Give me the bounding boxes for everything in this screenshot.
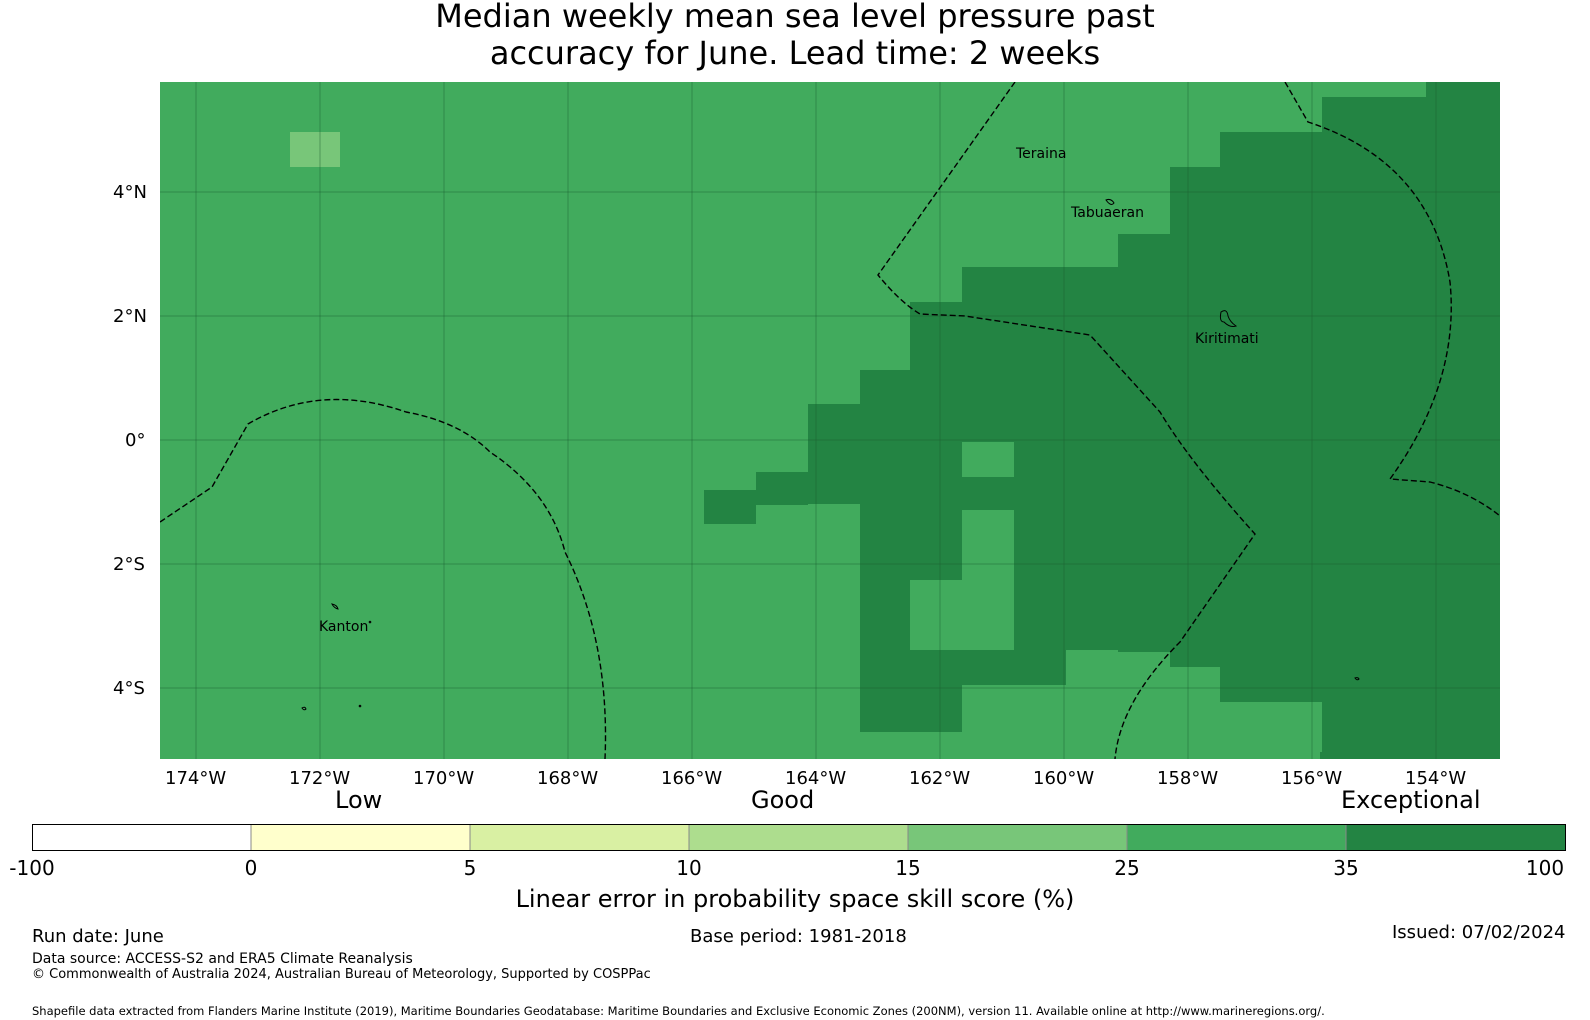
graticule bbox=[160, 82, 1500, 759]
good-skill-patches bbox=[910, 442, 1320, 759]
colorbar-tick-0: 0 bbox=[244, 856, 258, 880]
colorbar-label: Linear error in probability space skill … bbox=[515, 885, 1075, 913]
eez-boundaries bbox=[160, 82, 1500, 759]
colorbar-tick-100: 100 bbox=[1525, 856, 1565, 880]
island-small-4 bbox=[358, 704, 362, 708]
colorbar-category-exceptional: Exceptional bbox=[1341, 786, 1481, 814]
island-tabuaeran bbox=[1105, 198, 1115, 205]
issued-date: Issued: 07/02/2024 bbox=[1392, 922, 1566, 943]
lon-label-170w: 170°W bbox=[413, 768, 475, 789]
place-label-tabuaeran: Tabuaeran bbox=[1071, 205, 1144, 221]
colorbar-bin-25-35 bbox=[1127, 824, 1346, 851]
lat-label-2s: 2°S bbox=[113, 554, 145, 575]
lat-label-0: 0° bbox=[125, 430, 146, 451]
island-kanton bbox=[331, 603, 339, 610]
lon-label-158w: 158°W bbox=[1157, 768, 1219, 789]
island-small-2 bbox=[1354, 677, 1360, 681]
lon-label-160w: 160°W bbox=[1033, 768, 1095, 789]
islands bbox=[301, 198, 1360, 711]
colorbar-tick-15: 15 bbox=[895, 856, 921, 880]
shapefile-attribution: Shapefile data extracted from Flanders M… bbox=[32, 1004, 1325, 1018]
colorbar-bin-0-5 bbox=[251, 824, 470, 851]
colorbar-bin-neg100-0 bbox=[32, 824, 251, 851]
island-kiritimati bbox=[1219, 310, 1238, 327]
title-line-1: Median weekly mean sea level pressure pa… bbox=[435, 0, 1155, 35]
lat-label-4n: 4°N bbox=[113, 182, 147, 203]
colorbar-category-good: Good bbox=[751, 786, 815, 814]
lon-label-168w: 168°W bbox=[537, 768, 599, 789]
map-panel bbox=[160, 82, 1500, 759]
colorbar-tick-35: 35 bbox=[1333, 856, 1359, 880]
lon-label-154w: 154°W bbox=[1405, 768, 1467, 789]
colorbar-category-low: Low bbox=[335, 786, 383, 814]
lat-label-2n: 2°N bbox=[113, 306, 147, 327]
lat-label-4s: 4°S bbox=[113, 678, 145, 699]
colorbar-bin-10-15 bbox=[689, 824, 908, 851]
lon-label-172w: 172°W bbox=[289, 768, 351, 789]
exceptional-skill-region bbox=[704, 82, 1500, 759]
island-small-3 bbox=[368, 620, 372, 624]
colorbar-bin-35-100 bbox=[1346, 824, 1565, 851]
colorbar-tick-25: 25 bbox=[1114, 856, 1140, 880]
lon-label-156w: 156°W bbox=[1281, 768, 1343, 789]
lon-label-164w: 164°W bbox=[785, 768, 847, 789]
lon-label-174w: 174°W bbox=[165, 768, 227, 789]
place-label-kanton: Kanton bbox=[319, 619, 369, 635]
colorbar-frame bbox=[32, 824, 1566, 851]
base-period: Base period: 1981-2018 bbox=[690, 926, 907, 947]
copyright: © Commonwealth of Australia 2024, Austra… bbox=[32, 967, 651, 982]
run-date: Run date: June bbox=[32, 926, 164, 947]
colorbar-bin-15-25 bbox=[908, 824, 1127, 851]
colorbar-bin-5-10 bbox=[470, 824, 689, 851]
data-source: Data source: ACCESS-S2 and ERA5 Climate … bbox=[32, 951, 413, 967]
colorbar-tick-5: 5 bbox=[463, 856, 477, 880]
colorbar bbox=[32, 824, 1566, 851]
title-line-2: accuracy for June. Lead time: 2 weeks bbox=[489, 34, 1101, 72]
island-small-1 bbox=[301, 706, 307, 711]
colorbar-tick-neg100: -100 bbox=[9, 856, 55, 880]
place-label-kiritimati: Kiritimati bbox=[1195, 331, 1259, 347]
lon-label-162w: 162°W bbox=[909, 768, 971, 789]
colorbar-tick-10: 10 bbox=[676, 856, 702, 880]
cell-15-25 bbox=[290, 132, 340, 167]
place-label-teraina: Teraina bbox=[1016, 146, 1067, 162]
lon-label-166w: 166°W bbox=[661, 768, 723, 789]
